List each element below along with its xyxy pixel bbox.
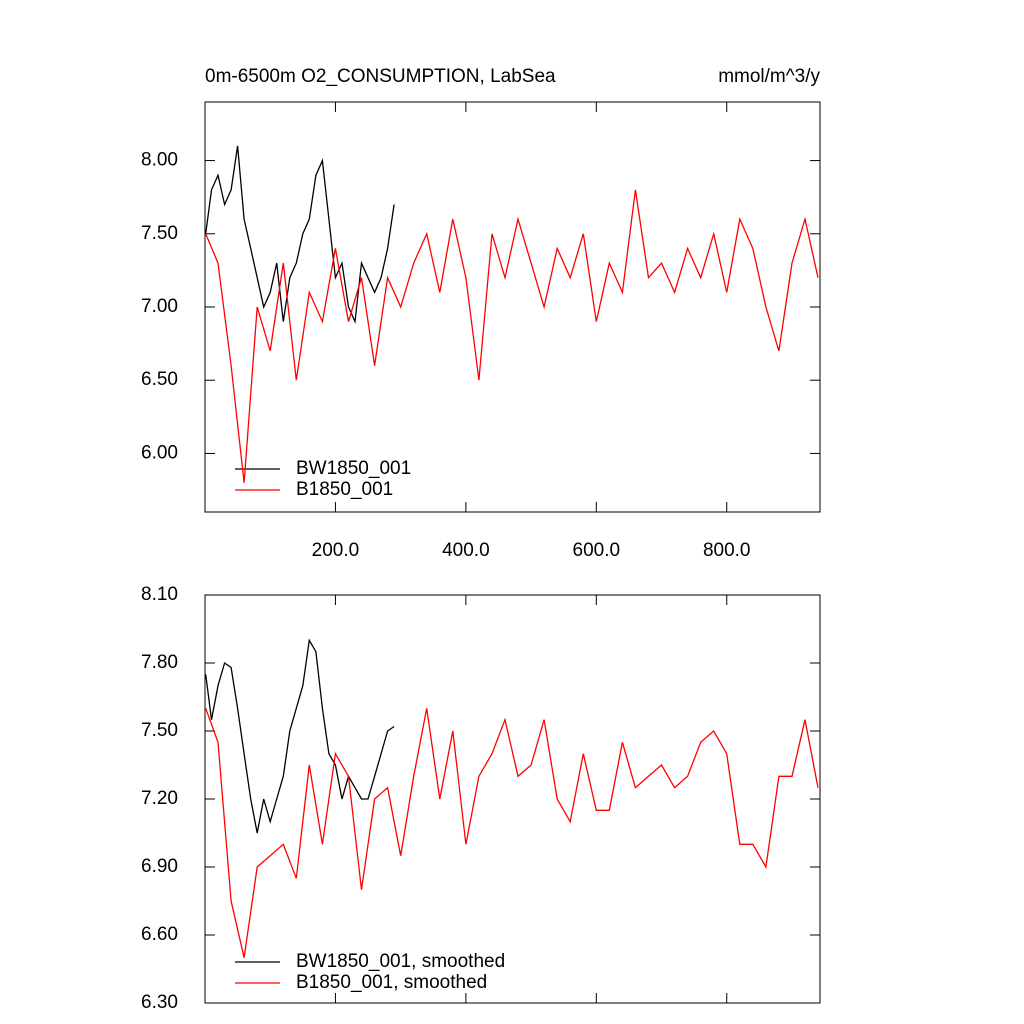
y-tick-label: 8.00	[141, 150, 178, 171]
chart-units: mmol/m^3/y	[718, 66, 820, 87]
chart-title: 0m-6500m O2_CONSUMPTION, LabSea	[205, 66, 556, 87]
plot-frame	[204, 101, 821, 513]
series-line	[205, 638, 395, 834]
y-tick-label: 6.00	[141, 442, 178, 463]
series-line	[205, 189, 819, 483]
legend-label: BW1850_001	[296, 458, 411, 479]
legend-label: BW1850_001, smoothed	[296, 951, 505, 972]
y-tick-label: 7.50	[141, 720, 178, 741]
y-tick-label: 7.80	[141, 652, 178, 673]
legend-label: B1850_001, smoothed	[296, 972, 487, 993]
y-tick-label: 8.10	[141, 584, 178, 605]
plot-frame	[204, 594, 821, 1004]
legend-label: B1850_001	[296, 479, 393, 500]
x-tick-label: 600.0	[573, 540, 621, 561]
y-tick-label: 6.50	[141, 369, 178, 390]
y-tick-label: 6.90	[141, 856, 178, 877]
series-line	[205, 708, 819, 958]
x-tick-label: 200.0	[312, 540, 360, 561]
y-tick-label: 6.30	[141, 992, 178, 1013]
x-tick-label: 400.0	[442, 540, 490, 561]
y-tick-label: 7.00	[141, 296, 178, 317]
x-tick-label: 800.0	[703, 540, 751, 561]
y-tick-label: 7.50	[141, 223, 178, 244]
y-tick-label: 7.20	[141, 788, 178, 809]
series-line	[205, 145, 395, 325]
y-tick-label: 6.60	[141, 924, 178, 945]
